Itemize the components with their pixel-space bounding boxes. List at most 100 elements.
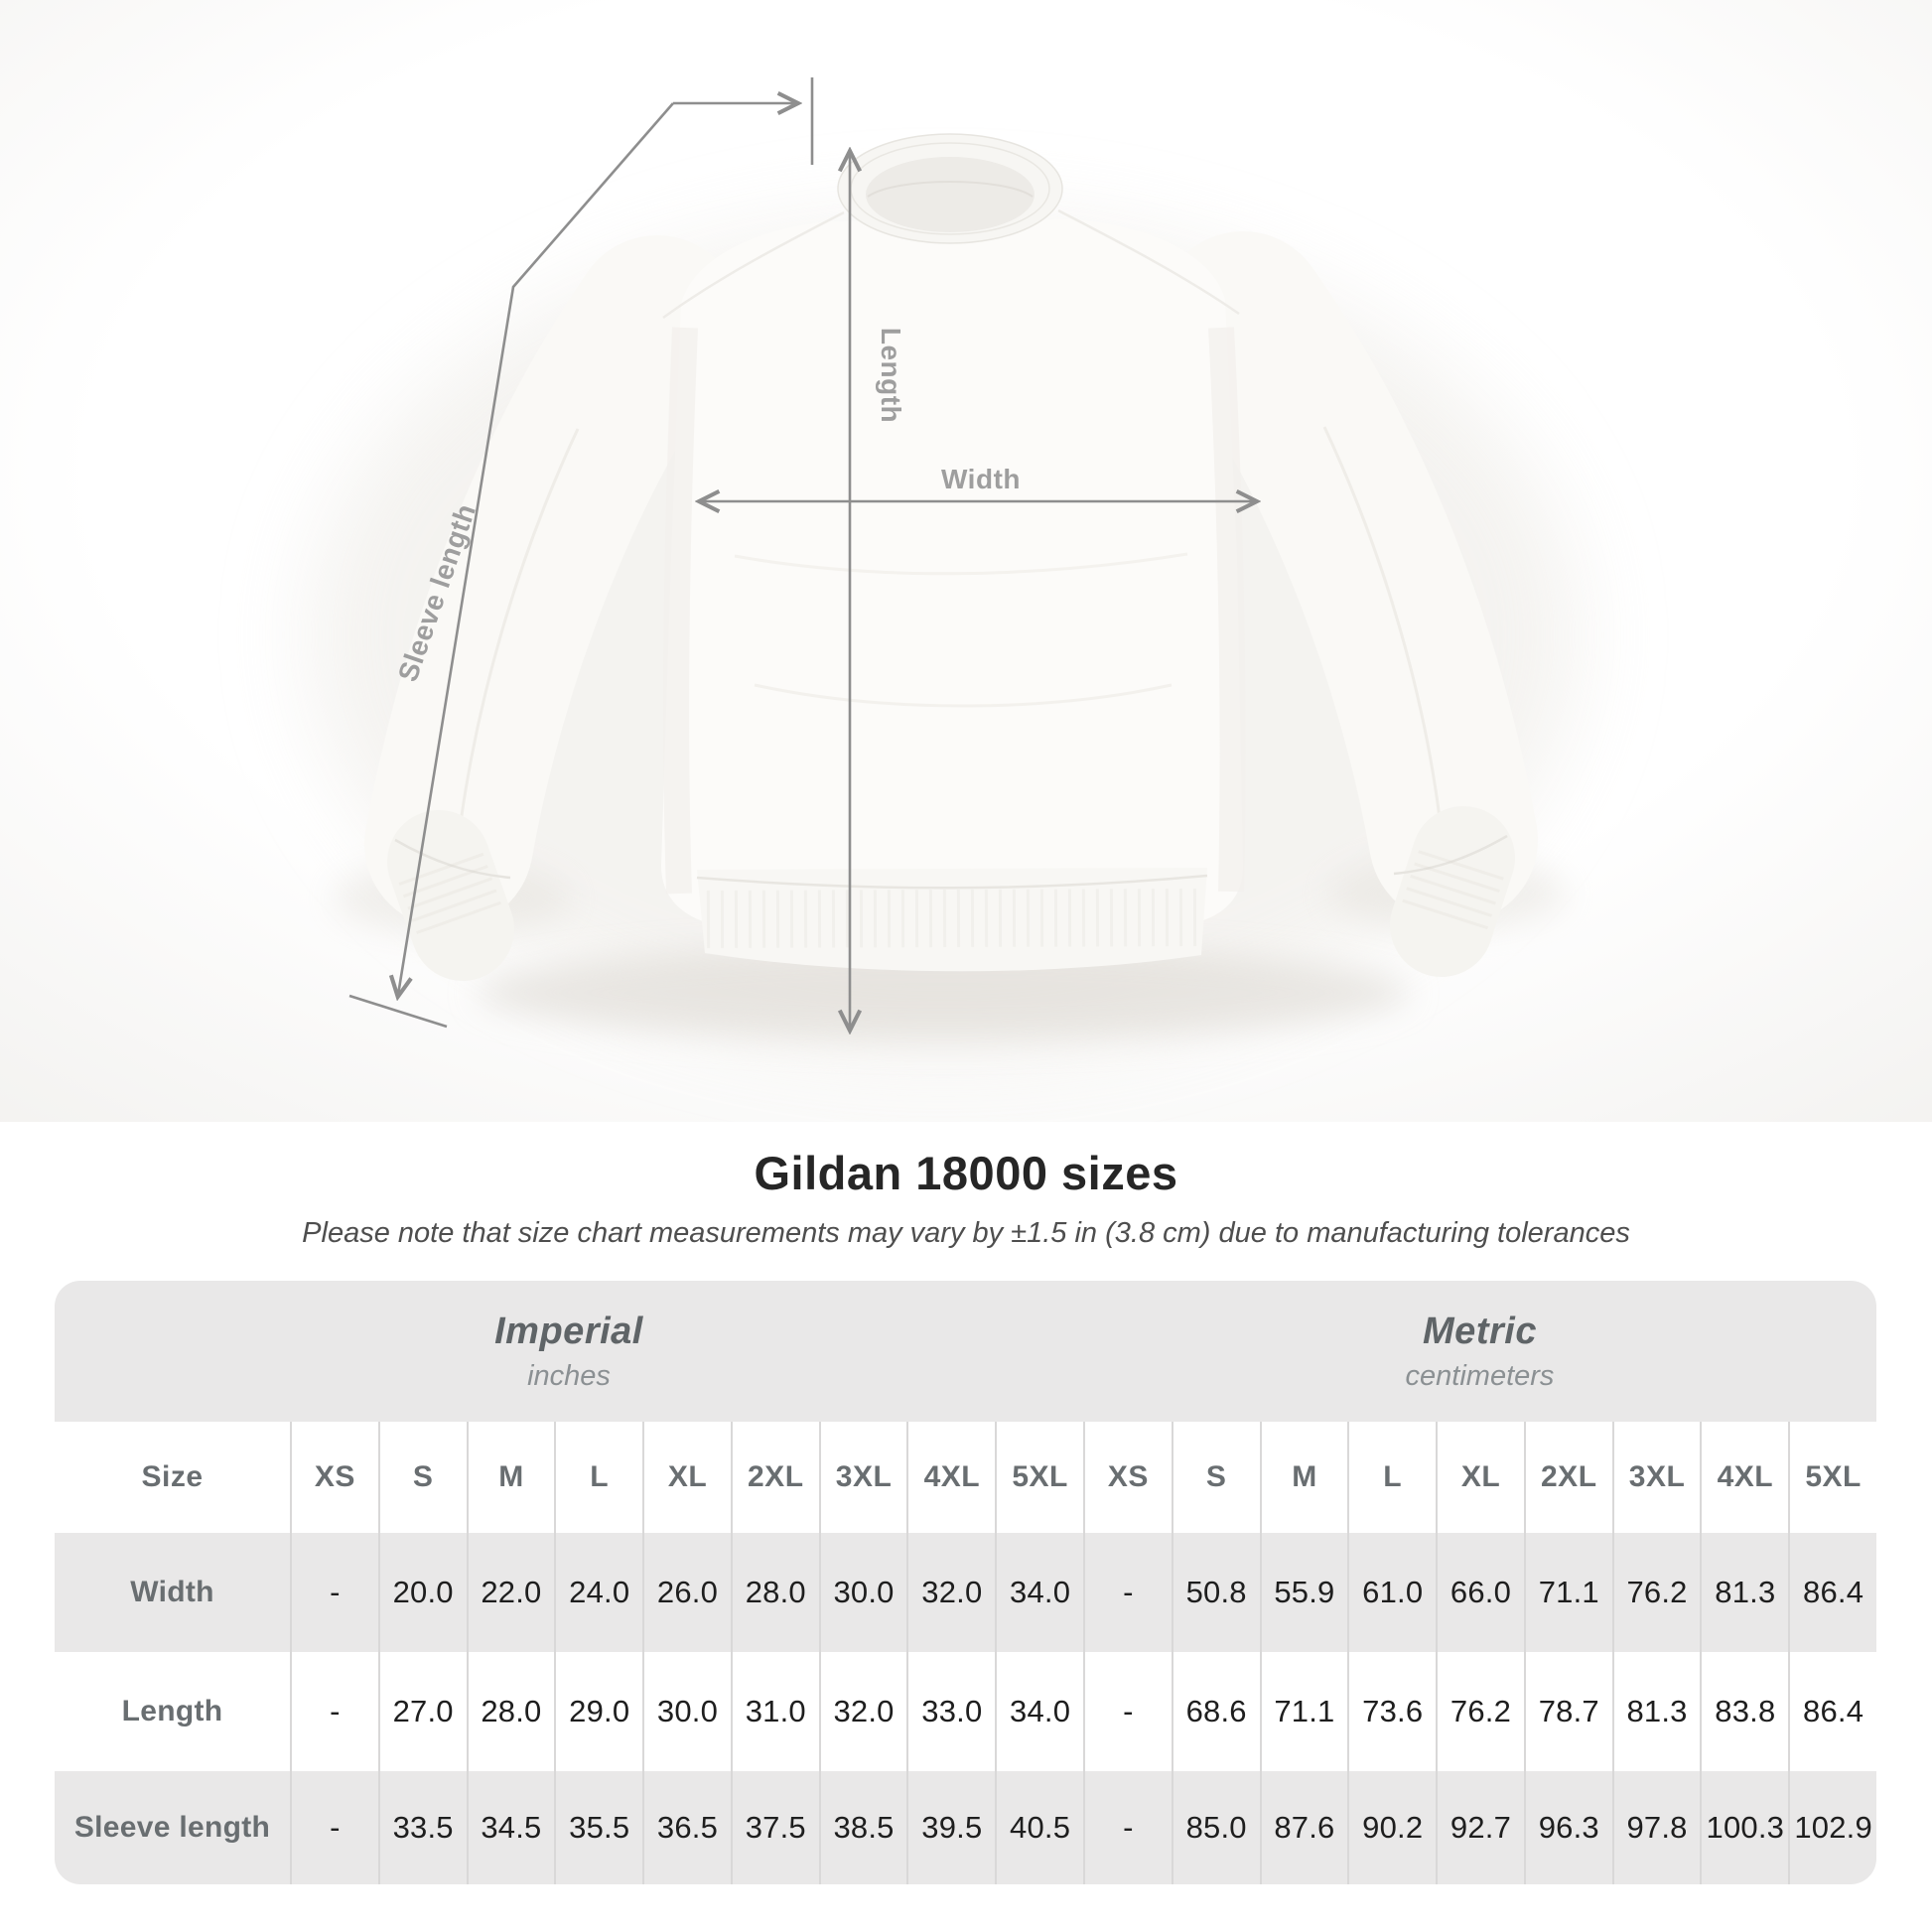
value-cell: 20.0 [377,1533,467,1652]
value-cell: 30.0 [818,1533,907,1652]
row-label: Length [121,1695,223,1727]
size-column-header: 2XL [730,1422,819,1533]
value-cell: 33.5 [377,1771,467,1884]
value-cell: 81.3 [1700,1533,1788,1652]
value-cell: 66.0 [1436,1533,1524,1652]
width-label: Width [941,464,1021,494]
sweatshirt-cuffs [387,806,1515,981]
value-cell: 78.7 [1523,1652,1612,1771]
value-cell: 71.1 [1259,1652,1348,1771]
value-cell: 50.8 [1171,1533,1260,1652]
value-cell: 40.5 [995,1771,1083,1884]
size-column-header: XS [1083,1422,1172,1533]
value-cell: 30.0 [642,1652,731,1771]
value-cell: 102.9 [1788,1771,1876,1884]
metric-label: Metric [1423,1310,1537,1352]
value-cell: - [1083,1771,1172,1884]
value-cell: 28.0 [730,1533,819,1652]
metric-unit: centimeters [1405,1359,1555,1392]
value-cell: 22.0 [466,1533,555,1652]
size-column-header: 3XL [818,1422,907,1533]
size-column-header: XS [290,1422,378,1533]
value-cell: 97.8 [1611,1771,1701,1884]
size-column-header: L [1347,1422,1436,1533]
size-column-header: 4XL [906,1422,995,1533]
heading: Gildan 18000 sizes Please note that size… [0,1146,1932,1250]
value-cell: - [290,1652,378,1771]
value-cell: 32.0 [818,1652,907,1771]
value-cell: 55.9 [1259,1533,1348,1652]
row-label: Width [130,1576,214,1608]
sleeve-length-line [398,102,674,995]
length-label: Length [876,328,906,423]
unit-group-header-row: Imperial inches Metric centimeters [55,1281,1876,1422]
value-cell: 32.0 [906,1533,995,1652]
size-column-header: 5XL [995,1422,1083,1533]
table-body: Width -20.0 22.0 24.0 26.0 28.0 30.0 32.0 34.0-5… [55,1533,1876,1884]
value-cell: 27.0 [377,1652,467,1771]
value-cell: 38.5 [818,1771,907,1884]
value-cell: 92.7 [1436,1771,1524,1884]
sweatshirt-collar [837,133,1063,244]
value-cell: 37.5 [730,1771,819,1884]
sweatshirt-torso [661,208,1246,929]
sweatshirt-illustration: Length Width Sleeve length [0,0,1932,1122]
value-cell: 33.0 [906,1652,995,1771]
size-column-header: 2XL [1523,1422,1612,1533]
value-cell: 39.5 [906,1771,995,1884]
measurement-lines [348,77,1255,1029]
imperial-unit: inches [527,1359,611,1392]
value-cell: 86.4 [1788,1533,1876,1652]
imperial-label: Imperial [494,1310,643,1352]
size-column-header: XL [642,1422,731,1533]
value-cell: 96.3 [1523,1771,1612,1884]
value-cell: 31.0 [730,1652,819,1771]
table-row: Length -27.0 28.0 29.0 30.0 31.0 32.0 33.0 34.0-… [55,1652,1876,1771]
tolerance-note: Please note that size chart measurements… [302,1217,1630,1249]
value-cell: 90.2 [1347,1771,1436,1884]
metric-group-header: Metric centimeters [1083,1281,1876,1422]
value-cell: 34.5 [466,1771,555,1884]
value-cell: 86.4 [1788,1652,1876,1771]
size-column-header: 5XL [1788,1422,1876,1533]
value-cell: 100.3 [1700,1771,1788,1884]
page-title: Gildan 18000 sizes [754,1147,1178,1199]
value-cell: 85.0 [1171,1771,1260,1884]
value-cell: 76.2 [1611,1533,1701,1652]
value-cell: 35.5 [554,1771,642,1884]
size-column-header: S [1171,1422,1260,1533]
value-cell: 28.0 [466,1652,555,1771]
value-cell: 76.2 [1436,1652,1524,1771]
value-cell: 24.0 [554,1533,642,1652]
size-column-header: S [377,1422,467,1533]
value-cell: 68.6 [1171,1652,1260,1771]
row-label: Sleeve length [73,1811,271,1844]
size-column-header: 4XL [1700,1422,1788,1533]
value-cell: 87.6 [1259,1771,1348,1884]
cuff-end-tick [348,994,448,1029]
value-cell: - [1083,1533,1172,1652]
size-column-header: XL [1436,1422,1524,1533]
value-cell: 36.5 [642,1771,731,1884]
sweatshirt-sleeves [364,231,1538,928]
value-cell: 61.0 [1347,1533,1436,1652]
value-cell: 34.0 [995,1652,1083,1771]
size-column-header: M [1259,1422,1348,1533]
size-header-row: Size XS S M L XL 2XL 3XL 4XL 5XL XS S M L XL 2XL 3XL 4XL… [55,1422,1876,1533]
sweatshirt-diagram: Length Width Sleeve length [0,0,1932,1122]
value-cell: 81.3 [1611,1652,1701,1771]
value-cell: 71.1 [1523,1533,1612,1652]
sweatshirt-waistband [696,868,1208,972]
value-cell: 73.6 [1347,1652,1436,1771]
size-column-header: M [466,1422,555,1533]
value-cell: - [1083,1652,1172,1771]
value-cell: 83.8 [1700,1652,1788,1771]
table-row: Width -20.0 22.0 24.0 26.0 28.0 30.0 32.0 34.0-5… [55,1533,1876,1652]
value-cell: 34.0 [995,1533,1083,1652]
value-cell: 26.0 [642,1533,731,1652]
size-table: Imperial inches Metric centimeters Size … [55,1281,1876,1884]
value-cell: 29.0 [554,1652,642,1771]
size-corner-label: Size [141,1460,204,1493]
imperial-group-header: Imperial inches [55,1281,1083,1422]
